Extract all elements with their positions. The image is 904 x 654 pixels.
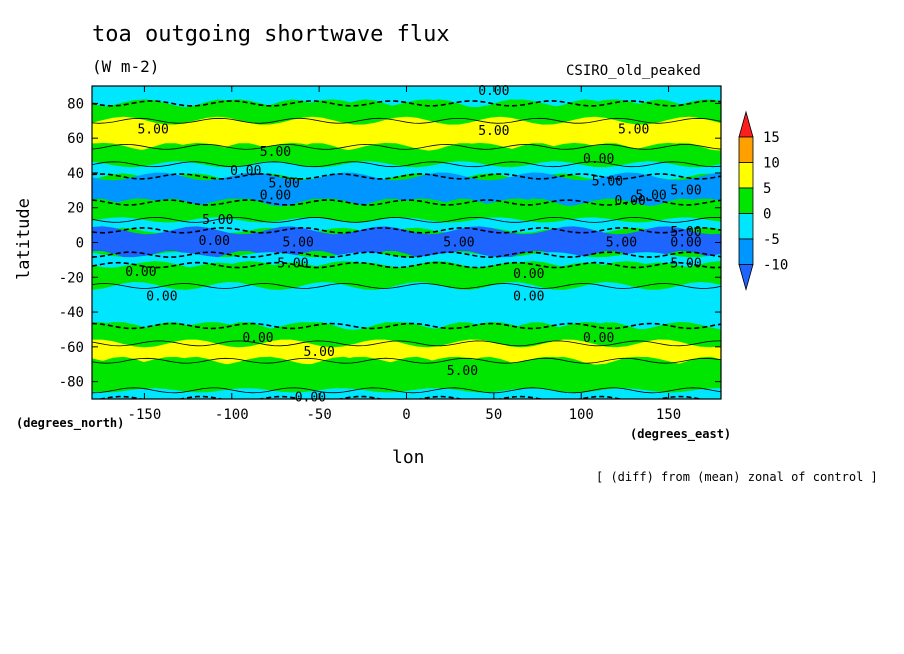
zonal-band <box>92 172 721 207</box>
y-tick-label: 0 <box>76 236 84 252</box>
colorbar-segment <box>738 187 754 214</box>
contour-label: 0.00 <box>199 234 230 249</box>
units-label: (W m-2) <box>92 57 160 76</box>
y-tick-label: 20 <box>67 201 84 217</box>
colorbar-segment <box>738 238 754 265</box>
footnote: [ (diff) from (mean) zonal of control ] <box>596 470 878 484</box>
contour-line <box>92 226 721 234</box>
contour-label: 0.00 <box>513 289 544 304</box>
zonal-band <box>92 261 721 290</box>
contour-label: 0.00 <box>614 194 645 209</box>
y-tick-label: -20 <box>59 270 84 286</box>
contour-label: 5.00 <box>635 189 666 204</box>
contour-line <box>92 251 721 259</box>
colorbar-segment <box>738 213 754 240</box>
contour-line <box>92 100 721 107</box>
y-tick-label: 60 <box>67 131 84 147</box>
zonal-band <box>92 198 721 224</box>
contour-label: 5.00 <box>670 256 701 271</box>
contour-label: 5.00 <box>443 236 474 251</box>
colorbar-label: 15 <box>763 130 780 146</box>
x-axis-label: lon <box>392 447 425 468</box>
y-tick-label: -80 <box>59 375 84 391</box>
contour-label: 0.00 <box>242 331 273 346</box>
contour-line <box>92 322 721 330</box>
zonal-band <box>92 282 721 330</box>
x-tick-label: 150 <box>656 407 681 423</box>
colorbar-segment <box>738 162 754 189</box>
contour-label: 5.00 <box>670 225 701 240</box>
contour-line <box>92 161 721 168</box>
colorbar-label: 5 <box>763 181 771 197</box>
contour-line <box>92 261 721 269</box>
y-tick-label: 80 <box>67 96 84 112</box>
contour-label: 0.00 <box>230 164 261 179</box>
contour-line <box>92 340 721 347</box>
contour-line <box>92 199 721 206</box>
contour-line <box>92 387 721 394</box>
contour-label: 5.00 <box>260 145 291 160</box>
contour-label: 5.00 <box>269 176 300 191</box>
model-label: CSIRO_old_peaked <box>566 63 701 79</box>
contour-label: 5.00 <box>202 213 233 228</box>
contour-label: 5.00 <box>303 345 334 360</box>
contour-line <box>96 395 705 399</box>
contour-label: 5.00 <box>592 175 623 190</box>
zonal-band <box>92 217 721 233</box>
contour-label: 0.00 <box>125 265 156 280</box>
contour-label: 0.00 <box>513 267 544 282</box>
colorbar-label: -5 <box>763 232 780 248</box>
contour-line <box>92 143 721 150</box>
colorbar-segment <box>738 136 754 163</box>
zonal-band <box>92 226 721 259</box>
contour-label: 0.00 <box>670 236 701 251</box>
chart-title: toa outgoing shortwave flux <box>92 22 450 47</box>
colorbar-label: -10 <box>763 258 788 274</box>
contour-label: 0.00 <box>583 331 614 346</box>
x-tick-label: 50 <box>485 407 502 423</box>
contour-line <box>92 283 721 289</box>
colorbar-label: 10 <box>763 156 780 172</box>
contour-line <box>92 173 721 180</box>
colorbar-top-arrow <box>738 110 754 138</box>
contour-label: 5.00 <box>137 122 168 137</box>
y-tick-label: 40 <box>67 166 84 182</box>
x-units-note: (degrees_east) <box>630 427 732 441</box>
colorbar: 15 10 5 0 -5 -10 <box>738 110 788 291</box>
contour-label: 5.00 <box>606 236 637 251</box>
zonal-band <box>92 356 721 395</box>
x-tick-label: -100 <box>215 407 249 423</box>
contour-label: 0.00 <box>260 189 291 204</box>
x-tick-label: 100 <box>569 407 594 423</box>
contour-line <box>92 357 721 364</box>
contour-label: 5.00 <box>283 236 314 251</box>
contour-label: 5.00 <box>447 364 478 379</box>
contour-label: 0.00 <box>583 152 614 167</box>
colorbar-bottom-arrow <box>738 264 754 291</box>
y-tick-label: -40 <box>59 305 84 321</box>
zonal-band <box>92 99 721 125</box>
contour-line <box>92 117 721 124</box>
zonal-band <box>92 339 721 365</box>
contour-line <box>92 216 721 223</box>
contour-label: 5.00 <box>670 183 701 198</box>
contour-label: 0.00 <box>478 84 509 99</box>
y-units-note: (degrees_north) <box>16 416 125 430</box>
x-tick-label: -150 <box>128 407 162 423</box>
x-tick-label: -50 <box>306 407 331 423</box>
contour-label: 0.00 <box>295 390 326 405</box>
x-tick-label: 0 <box>402 407 410 423</box>
contour-label: 5.00 <box>277 256 308 271</box>
y-tick-label: -60 <box>59 340 84 356</box>
zonal-band <box>92 116 721 151</box>
colorbar-label: 0 <box>763 207 771 223</box>
contour-label: 5.00 <box>618 122 649 137</box>
contour-label: 0.00 <box>146 289 177 304</box>
contour-label: 5.00 <box>478 124 509 139</box>
